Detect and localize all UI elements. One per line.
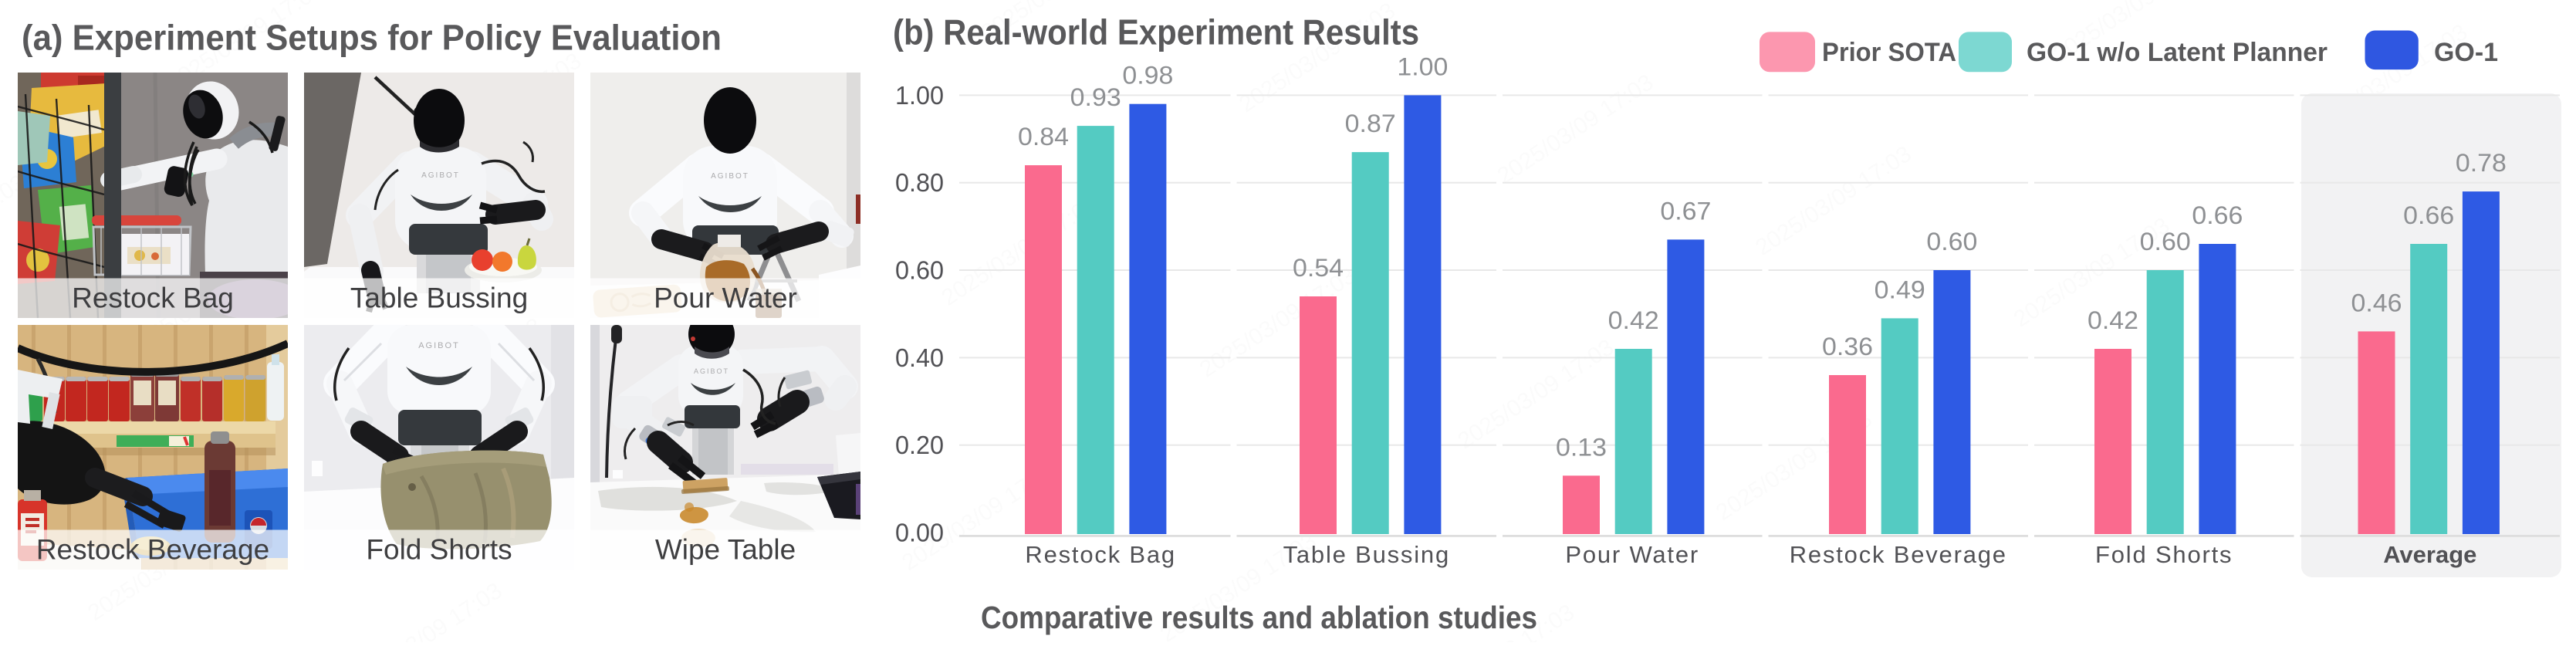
svg-text:1.00: 1.00 (895, 81, 944, 110)
svg-text:0.84: 0.84 (1018, 123, 1069, 151)
svg-text:0.93: 0.93 (1070, 83, 1121, 111)
svg-text:0.36: 0.36 (1822, 333, 1873, 360)
svg-text:GO-1 w/o Latent Planner: GO-1 w/o Latent Planner (2027, 38, 2328, 67)
svg-text:(a) Experiment Setups for Poli: (a) Experiment Setups for Policy Evaluat… (22, 18, 722, 58)
svg-text:Pour Water: Pour Water (1565, 541, 1699, 568)
svg-text:0.00: 0.00 (895, 519, 944, 547)
svg-text:0.54: 0.54 (1293, 254, 1344, 282)
svg-text:Restock Bag: Restock Bag (1025, 541, 1176, 568)
svg-text:Pour Water: Pour Water (654, 282, 797, 314)
svg-text:0.40: 0.40 (895, 343, 944, 372)
svg-text:0.98: 0.98 (1122, 62, 1173, 90)
svg-text:Wipe Table: Wipe Table (655, 534, 796, 566)
svg-text:AGIBOT: AGIBOT (694, 367, 729, 375)
svg-text:AGIBOT: AGIBOT (421, 171, 460, 180)
svg-text:0.66: 0.66 (2192, 201, 2243, 229)
svg-text:0.13: 0.13 (1556, 433, 1607, 461)
svg-text:0.66: 0.66 (2403, 201, 2454, 229)
svg-text:0.20: 0.20 (895, 431, 944, 459)
svg-text:0.60: 0.60 (2140, 228, 2191, 255)
svg-text:Prior SOTA: Prior SOTA (1822, 38, 1956, 67)
svg-text:Fold Shorts: Fold Shorts (2095, 541, 2233, 568)
svg-text:GO-1: GO-1 (2434, 38, 2498, 67)
svg-text:Table Bussing: Table Bussing (350, 282, 528, 314)
svg-text:0.60: 0.60 (1926, 228, 1977, 255)
svg-text:Table Bussing: Table Bussing (1283, 541, 1450, 568)
svg-text:Comparative results and ablati: Comparative results and ablation studies (981, 600, 1537, 635)
svg-text:0.49: 0.49 (1875, 276, 1925, 303)
svg-text:AGIBOT: AGIBOT (711, 172, 749, 181)
svg-text:0.42: 0.42 (1608, 306, 1659, 334)
svg-text:0.78: 0.78 (2456, 149, 2507, 177)
svg-text:0.60: 0.60 (895, 256, 944, 285)
svg-text:0.87: 0.87 (1345, 110, 1396, 137)
svg-text:Restock Bag: Restock Bag (72, 282, 234, 314)
svg-text:0.67: 0.67 (1660, 197, 1711, 225)
svg-text:Fold Shorts: Fold Shorts (366, 534, 512, 566)
svg-text:Restock Beverage: Restock Beverage (36, 534, 269, 566)
svg-text:0.46: 0.46 (2351, 289, 2402, 316)
svg-text:Average: Average (2383, 541, 2476, 568)
svg-text:Restock Beverage: Restock Beverage (1790, 541, 2007, 568)
svg-text:0.42: 0.42 (2088, 306, 2138, 334)
svg-text:0.80: 0.80 (895, 168, 944, 197)
svg-text:(b) Real-world Experiment Resu: (b) Real-world Experiment Results (893, 12, 1419, 52)
svg-text:1.00: 1.00 (1397, 52, 1448, 80)
svg-text:AGIBOT: AGIBOT (418, 341, 460, 350)
